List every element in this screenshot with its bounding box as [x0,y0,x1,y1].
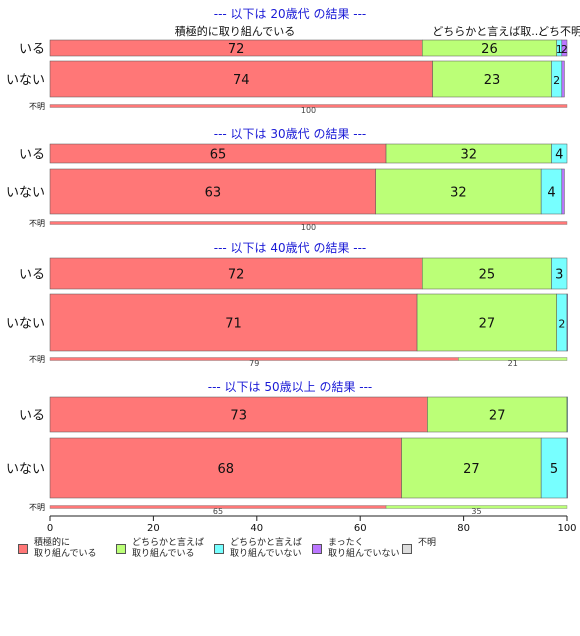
bar-value-label: 4 [555,148,563,163]
bar-value-label: 5 [550,462,558,477]
legend-label: 積極的に 取り組んでいる [34,538,97,559]
bar-value-label: 32 [450,186,467,201]
legend-label: どちらかと言えば 取り組んでいない [230,538,303,559]
bar-segment [561,168,565,215]
bar-value-label: 25 [479,268,496,283]
x-tick-label: 60 [354,523,367,534]
unknown-segment [49,221,568,225]
bar-segment [421,257,552,290]
bar-segment [551,257,568,290]
legend-swatch [116,544,126,554]
bar-segment [566,396,568,433]
row-label: いない [6,317,45,332]
bar-value-label: 2 [561,43,568,56]
bar-segment [432,60,552,98]
unknown-label: 不明 [29,219,45,228]
unknown-label: 不明 [29,503,45,512]
bar-value-label: 72 [228,42,245,57]
row-label: いない [6,73,45,88]
bar-value-label: 2 [553,74,560,87]
bar-value-label: 63 [205,186,222,201]
bar-value-label: 27 [463,462,480,477]
legend-item-inactive: まったく 取り組んでいない [312,538,400,560]
bar-segment [551,143,568,164]
legend-item-somewhat-inactive: どちらかと言えば 取り組んでいない [214,538,302,560]
bar-value-label: 68 [218,462,235,477]
row-label: いる [19,42,45,57]
legend-item-somewhat-active: どちらかと言えば 取り組んでいる [116,538,204,560]
bar-segment [566,437,568,499]
x-tick-label: 40 [250,523,263,534]
bar-value-label: 26 [481,42,498,57]
row-label: いる [19,409,45,424]
top-series-label: どちらかと言えば取... [432,25,542,38]
legend: 積極的に 取り組んでいる どちらかと言えば 取り組んでいる どちらかと言えば 取… [18,538,578,568]
unknown-value-label: 65 [213,507,223,516]
panel-title: --- 以下は 30歳代 の結果 --- [214,127,367,141]
row-label: いる [19,148,45,163]
bar-segment [561,60,565,98]
legend-item-unknown: 不明 [402,538,436,554]
unknown-value-label: 21 [508,359,518,368]
bar-value-label: 71 [225,317,242,332]
bar-value-label: 27 [479,317,496,332]
x-tick-label: 20 [147,523,160,534]
bar-segment [566,293,568,352]
top-series-label: 積極的に取り組んでいる [175,24,295,38]
row-label: いない [6,462,45,477]
bar-value-label: 4 [547,186,555,201]
bar-value-label: 65 [210,148,227,163]
bar-segment [427,396,568,433]
unknown-segment [385,505,568,509]
bar-segment [49,396,428,433]
unknown-label: 不明 [29,102,45,111]
legend-swatch [312,544,322,554]
unknown-value-label: 100 [301,223,316,232]
legend-item-active: 積極的に 取り組んでいる [18,538,97,560]
bar-segment [49,257,423,290]
x-tick-label: 0 [47,523,53,534]
unknown-label: 不明 [29,355,45,364]
bar-segment [49,293,418,352]
panel-title: --- 以下は 50歳以上 の結果 --- [208,380,373,394]
unknown-segment [49,104,568,108]
row-label: いない [6,186,45,201]
unknown-value-label: 35 [471,507,481,516]
unknown-segment [458,357,568,361]
legend-swatch [214,544,224,554]
bar-value-label: 2 [558,318,565,331]
bar-segment [401,437,542,499]
unknown-value-label: 79 [249,359,259,368]
bar-value-label: 32 [460,148,477,163]
x-tick-label: 80 [457,523,470,534]
bar-value-label: 74 [233,73,250,88]
legend-label: どちらかと言えば 取り組んでいる [132,538,205,559]
legend-swatch [18,544,28,554]
x-tick-label: 100 [557,523,576,534]
bar-value-label: 73 [230,409,247,424]
bar-value-label: 72 [228,268,245,283]
panel-title: --- 以下は 20歳代 の結果 --- [214,7,367,21]
bar-value-label: 23 [484,73,501,88]
panel-title: --- 以下は 40歳代 の結果 --- [214,241,367,255]
bar-segment [49,168,376,215]
bar-value-label: 1 [556,43,563,56]
legend-swatch [402,544,412,554]
legend-label: 不明 [418,538,437,548]
row-label: いる [19,268,45,283]
bar-value-label: 27 [489,409,506,424]
bar-segment [561,39,568,57]
bar-value-label: 3 [555,268,563,283]
unknown-value-label: 100 [301,106,316,115]
bar-segment [49,437,402,499]
legend-label: まったく 取り組んでいない [328,538,400,559]
top-series-label: どち不明 [538,25,580,38]
bar-segment [375,168,542,215]
